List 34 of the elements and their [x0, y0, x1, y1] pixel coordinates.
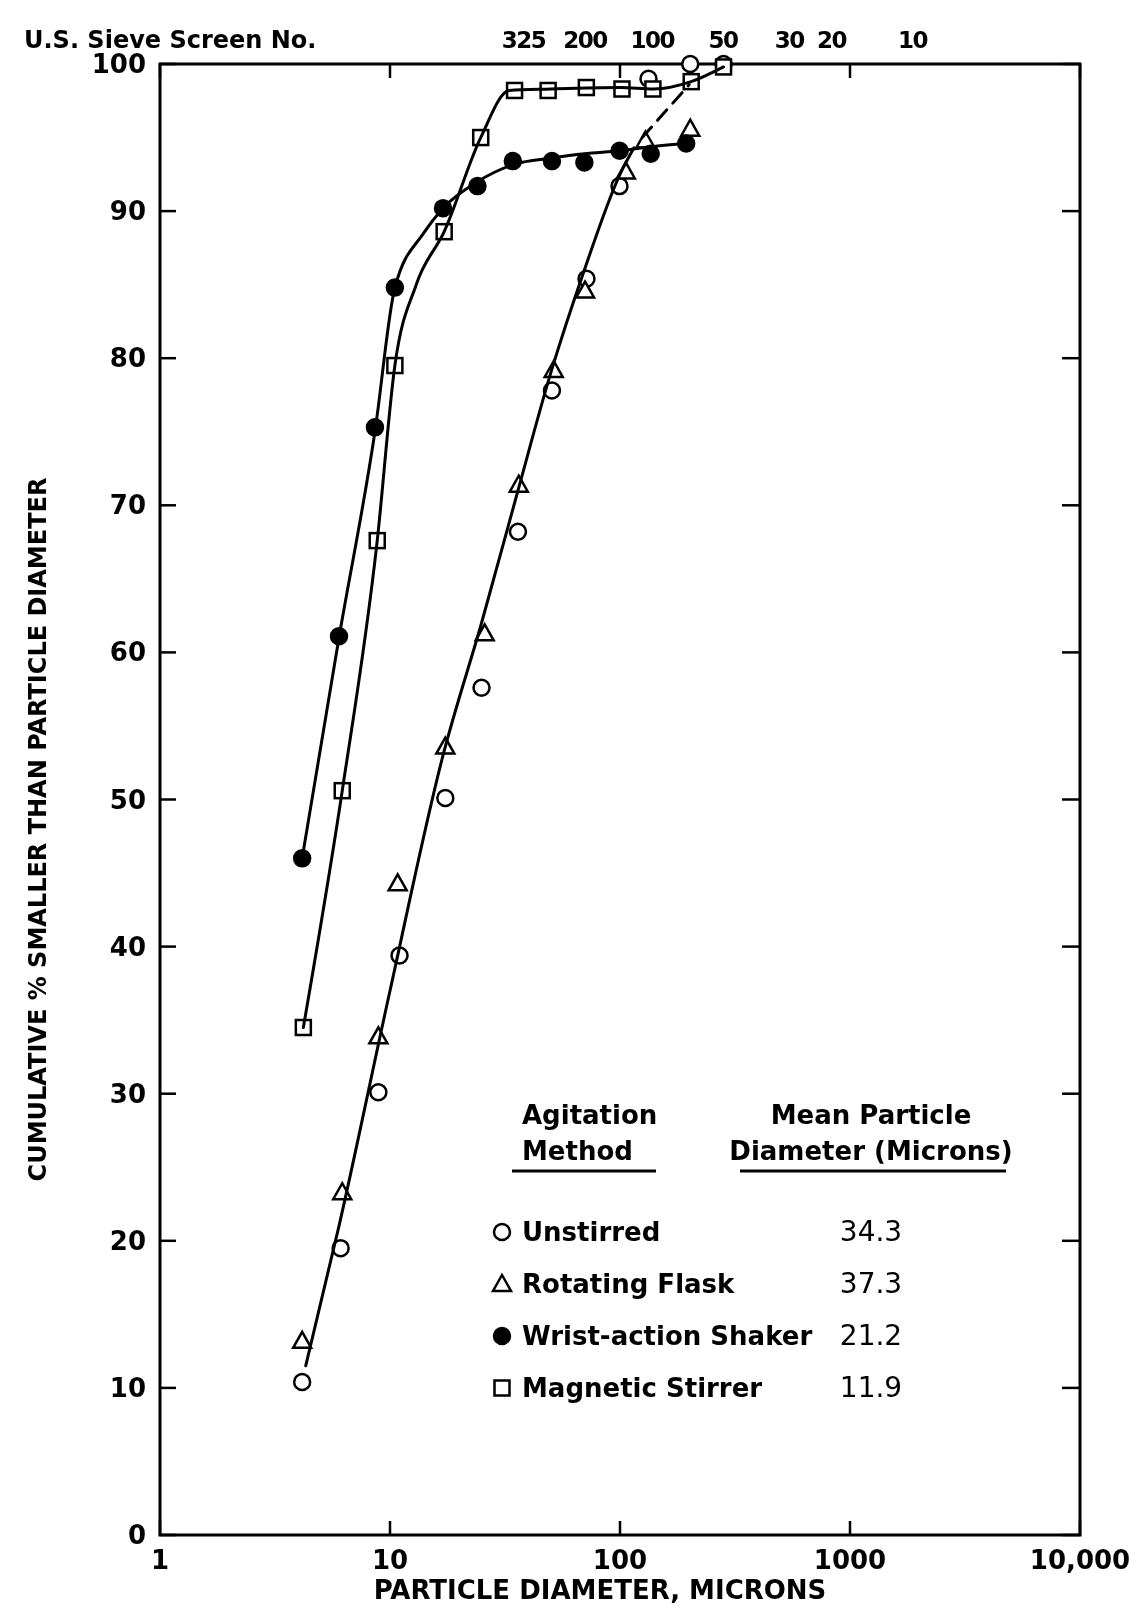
text: 50: [708, 27, 739, 53]
y-tick-label: 60: [109, 637, 146, 668]
annotation: 37.3: [839, 1267, 903, 1300]
text: 325: [501, 27, 546, 53]
text: 30: [774, 27, 805, 53]
y-tick-label: 70: [109, 490, 146, 521]
annotation: 34.3: [839, 1215, 903, 1248]
x-axis-title: PARTICLE DIAMETER, MICRONS: [373, 1575, 827, 1605]
x-tick-label: 100: [592, 1545, 648, 1575]
y-tick-label: 10: [109, 1372, 146, 1403]
x-tick-label: 1: [150, 1545, 170, 1575]
legend-label: Wrist-action Shaker: [522, 1321, 813, 1351]
y-tick-label: 90: [109, 196, 146, 227]
y-tick-label: 40: [109, 931, 146, 962]
legend-label: Magnetic Stirrer: [522, 1373, 763, 1403]
annotation: 21.2: [839, 1319, 903, 1352]
y-tick-label: 20: [109, 1225, 146, 1256]
y-tick-label: 50: [109, 784, 146, 815]
text: 100: [630, 27, 675, 53]
annotation: Mean Particle Diameter (Microns): [729, 1100, 1013, 1166]
annotation: 11.9: [839, 1371, 903, 1404]
y-tick-label: 0: [127, 1520, 146, 1550]
text: 10: [898, 27, 928, 53]
text: 200: [563, 27, 608, 53]
legend-label: Unstirred: [522, 1217, 661, 1247]
text: 20: [817, 27, 847, 53]
x-tick-label: 1000: [813, 1545, 887, 1575]
y-tick-label: 80: [109, 343, 146, 374]
y-tick-label: 30: [109, 1078, 146, 1109]
x-tick-label: 10,000: [1029, 1545, 1131, 1575]
legend-label: Rotating Flask: [522, 1269, 736, 1299]
y-axis-title: CUMULATIVE % SMALLER THAN PARTICLE DIAMETER: [24, 477, 52, 1182]
x-tick-label: 10: [371, 1545, 409, 1575]
legend-title: Agitation Method: [522, 1100, 658, 1166]
